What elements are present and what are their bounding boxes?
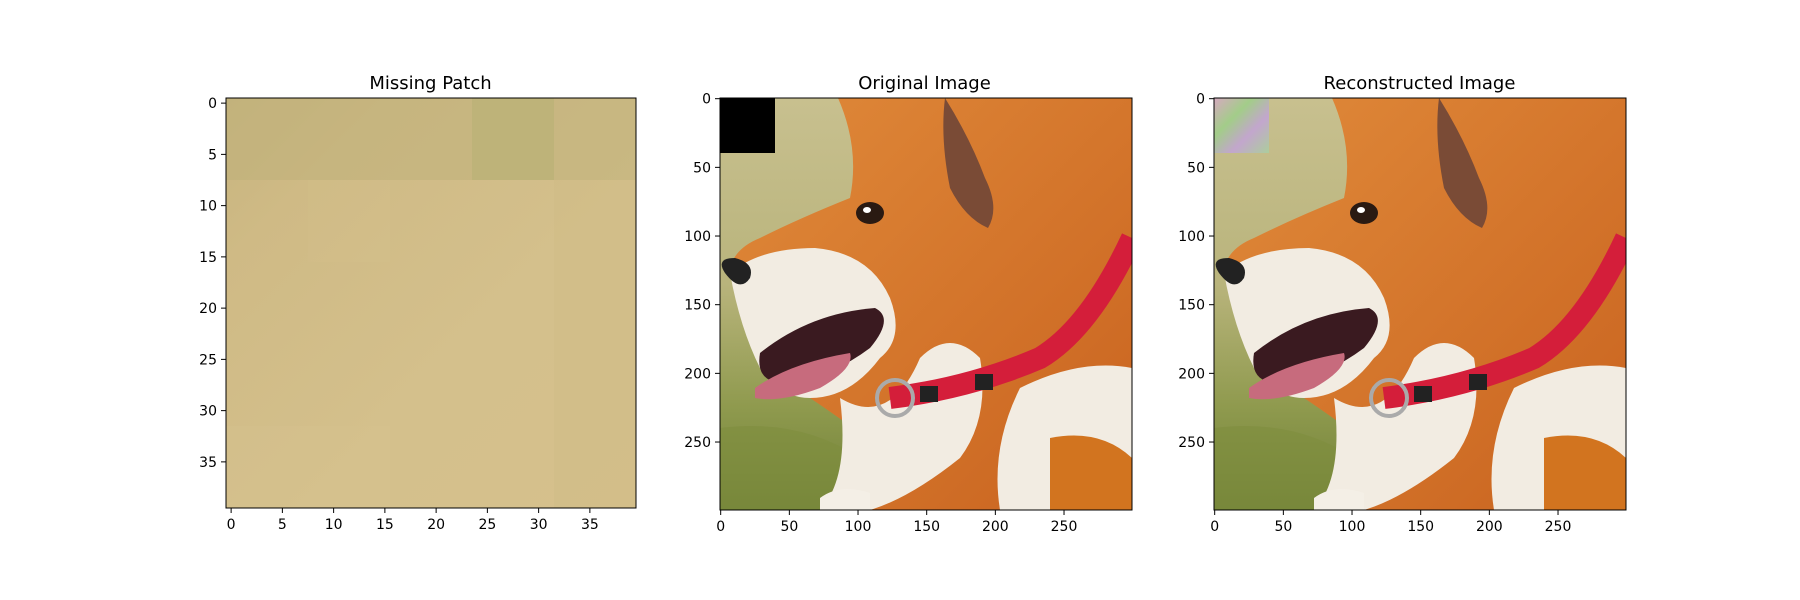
x-tick-label: 15 <box>376 517 394 533</box>
y-tick-label: 150 <box>684 298 711 314</box>
x-tick-label: 50 <box>780 519 798 535</box>
x-tick-label: 100 <box>1339 519 1366 535</box>
dog-photo <box>1214 98 1626 510</box>
x-tick-label: 10 <box>325 517 343 533</box>
y-tick-label: 15 <box>199 250 217 266</box>
y-tick-label: 35 <box>199 455 217 471</box>
y-tick-label: 250 <box>684 435 711 451</box>
panel-title: Reconstructed Image <box>1324 73 1516 94</box>
axes-frame <box>225 97 637 509</box>
y-tick-label: 100 <box>1178 229 1205 245</box>
x-tick-label: 200 <box>1476 519 1503 535</box>
x-tick-label: 0 <box>716 519 725 535</box>
y-tick-label: 10 <box>199 199 217 215</box>
dog-photo <box>720 98 1132 510</box>
y-axis: 0 50 100 150 200 250 <box>684 92 720 451</box>
patch-image <box>226 98 636 508</box>
panel-title: Original Image <box>858 73 991 94</box>
y-tick-label: 150 <box>1178 298 1205 314</box>
y-axis: 0 50 100 150 200 250 <box>1178 92 1214 451</box>
x-axis: 0 50 100 150 200 250 <box>1210 510 1571 535</box>
y-tick-label: 200 <box>1178 366 1205 382</box>
panel-original-image: Original Image 0 50 100 150 200 250 0 50 100 150… <box>684 73 1133 535</box>
y-tick-label: 100 <box>684 229 711 245</box>
x-tick-label: 200 <box>982 519 1009 535</box>
x-axis: 0 50 100 150 200 250 <box>716 510 1077 535</box>
x-tick-label: 250 <box>1051 519 1078 535</box>
y-tick-label: 0 <box>208 96 217 112</box>
x-tick-label: 0 <box>227 517 236 533</box>
x-tick-label: 20 <box>427 517 445 533</box>
axes-frame <box>1213 97 1627 511</box>
y-tick-label: 0 <box>702 92 711 108</box>
axes-frame <box>719 97 1133 511</box>
panel-title: Missing Patch <box>369 73 491 94</box>
y-axis: 0 5 10 15 20 25 30 35 <box>199 96 226 471</box>
y-tick-label: 20 <box>199 301 217 317</box>
x-tick-label: 150 <box>1407 519 1434 535</box>
x-axis: 0 5 10 15 20 25 30 35 <box>227 508 599 533</box>
panel-missing-patch: Missing Patch 0 5 10 15 20 25 30 35 0 5 10 15 20 25 3… <box>199 73 637 533</box>
x-tick-label: 0 <box>1210 519 1219 535</box>
y-tick-label: 50 <box>1187 160 1205 176</box>
x-tick-label: 25 <box>478 517 496 533</box>
y-tick-label: 25 <box>199 352 217 368</box>
y-tick-label: 30 <box>199 404 217 420</box>
x-tick-label: 35 <box>581 517 599 533</box>
x-tick-label: 100 <box>845 519 872 535</box>
x-tick-label: 30 <box>530 517 548 533</box>
y-tick-label: 200 <box>684 366 711 382</box>
panel-reconstructed-image: Reconstructed Image 0 50 100 150 200 250 0 50 1… <box>1178 73 1627 535</box>
x-tick-label: 50 <box>1274 519 1292 535</box>
x-tick-label: 5 <box>278 517 287 533</box>
y-tick-label: 0 <box>1196 92 1205 108</box>
y-tick-label: 5 <box>208 147 217 163</box>
x-tick-label: 150 <box>913 519 940 535</box>
y-tick-label: 50 <box>693 160 711 176</box>
masked-region <box>720 98 775 153</box>
y-tick-label: 250 <box>1178 435 1205 451</box>
reconstructed-region <box>1214 98 1269 153</box>
x-tick-label: 250 <box>1545 519 1572 535</box>
